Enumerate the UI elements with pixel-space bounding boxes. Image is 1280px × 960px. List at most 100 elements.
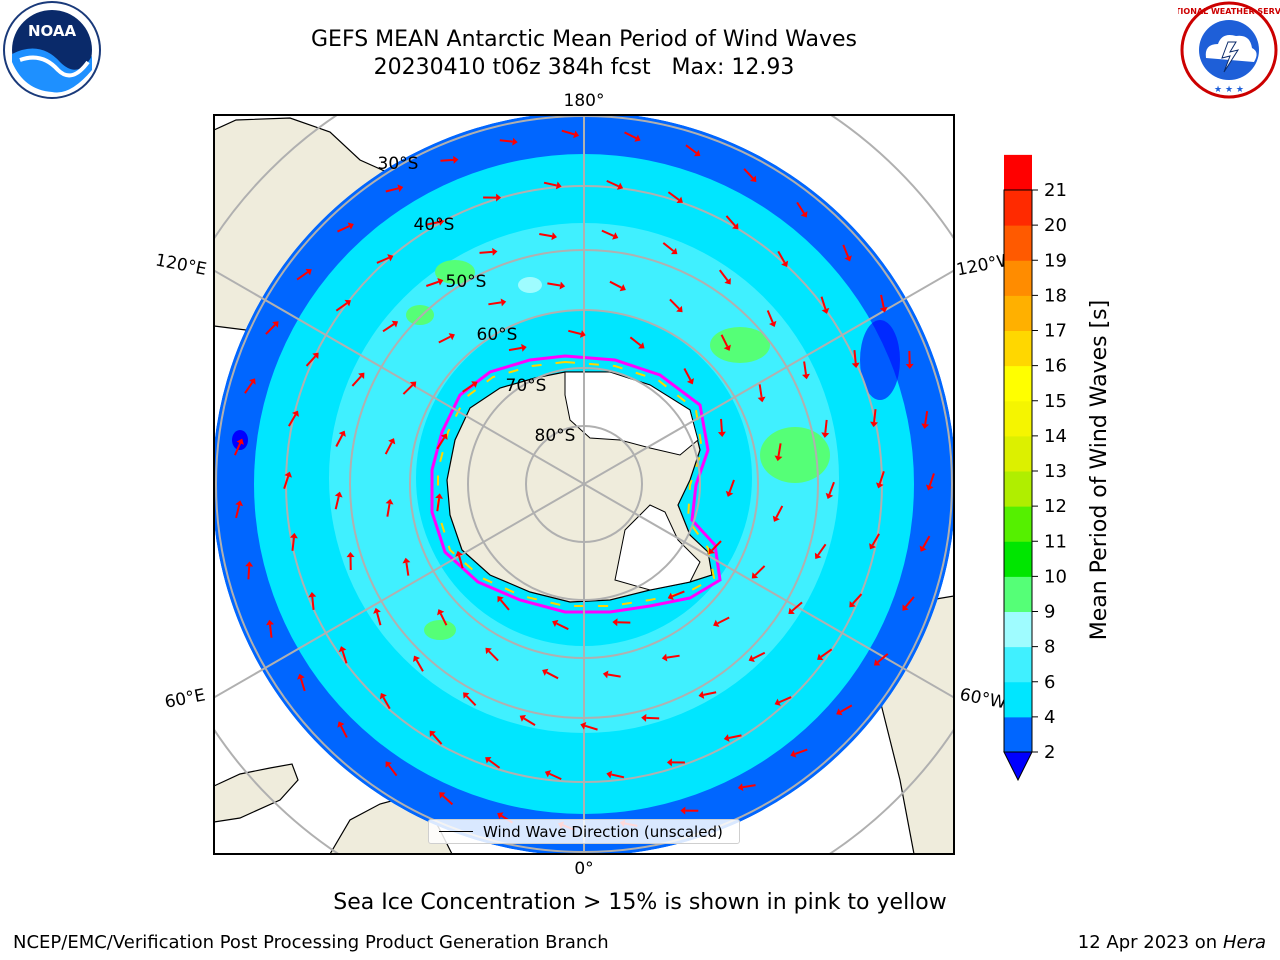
wind-wave-arrow-head [661,653,668,662]
wind-wave-arrow-head [851,362,860,369]
wave-period-patch [710,327,770,363]
colorbar-tick-label: 21 [1044,180,1067,201]
wind-wave-arrow-shaft [334,496,340,510]
wind-wave-arrow-shaft [803,361,807,375]
wind-wave-arrow-head [471,381,478,388]
wind-wave-arrow-head [284,471,293,478]
wind-wave-arrow-head [817,653,824,661]
wind-wave-arrow-shaft [402,384,414,395]
wind-wave-arrow-shaft [646,716,660,720]
wind-wave-arrow-head [769,320,777,328]
wind-wave-arrow-head [821,307,830,314]
wind-wave-arrow-head [724,278,731,285]
map-frame [213,114,955,855]
wind-wave-arrow-shaft [233,442,242,456]
wind-wave-arrow-head [391,320,399,328]
wind-wave-arrow-head [825,492,834,500]
wind-wave-arrow-shaft [758,384,763,398]
wind-wave-arrow-shaft [568,329,582,335]
wind-wave-arrow-shaft [426,221,440,226]
wind-wave-arrow-shaft [311,596,315,610]
wind-wave-arrow-head [497,596,504,603]
wind-wave-arrow-head [748,654,755,663]
wind-wave-arrow-shaft [488,650,499,662]
colorbar-tick-label: 8 [1044,637,1055,658]
wind-wave-arrow-head [497,812,504,820]
graticule [214,115,954,854]
wind-wave-arrow-head [308,591,317,598]
wind-wave-arrow-head [921,423,930,429]
wind-wave-arrow-head [844,255,852,262]
wind-wave-arrow-head [519,714,527,722]
colorbar-tick-label: 18 [1044,285,1067,306]
wind-wave-arrow-head [580,722,587,730]
colorbar-tick-label: 14 [1044,426,1067,447]
wind-wave-arrow-head [385,761,392,768]
wind-wave-arrow-head [334,491,343,498]
wind-wave-arrow-head [713,619,720,627]
wind-wave-arrow-head [573,130,580,139]
wind-wave-arrow-shaft [775,505,784,518]
wind-wave-arrow-shaft [842,244,850,258]
wind-wave-arrow-shaft [376,256,390,264]
wind-wave-arrow-shaft [584,724,598,731]
lon-label-0: 0° [574,859,593,879]
wind-wave-arrow-shaft [335,302,348,312]
colorbar-tick-label: 9 [1044,602,1055,623]
wind-wave-arrow-shaft [685,144,697,154]
wind-wave-arrow-head [266,619,274,626]
wind-wave-arrow-shaft [488,301,502,306]
legend-label: Wind Wave Direction (unscaled) [483,822,723,841]
wind-wave-arrow-head [435,493,444,499]
wind-wave-arrow-shaft [296,271,309,281]
wind-wave-arrow-head [717,431,726,437]
wind-wave-arrow-shaft [794,748,808,755]
wave-period-patch [424,620,456,640]
wind-wave-arrow-shaft [415,659,424,672]
footer-machine: Hera [1222,932,1266,953]
wind-wave-arrow-shaft [376,612,382,626]
colorbar-tick-label: 17 [1044,321,1067,342]
wind-wave-arrow-shaft [629,336,642,347]
wind-wave-arrow-head [344,299,351,307]
colorbar-tick-label: 16 [1044,356,1067,377]
wind-wave-arrow-shaft [666,654,680,659]
wind-wave-arrow-head [337,721,345,728]
wind-wave-arrow-shaft [766,310,774,323]
colorbar-tick-label: 4 [1044,707,1055,728]
wind-wave-arrow-shaft [718,269,729,282]
wind-wave-arrow-head [292,410,299,417]
colorbar-tick-label: 13 [1044,461,1067,482]
colorbar-title: Mean Period of Wind Waves [s] [1087,300,1112,640]
wind-wave-arrow-head [676,196,683,204]
colorbar-tick-label: 10 [1044,566,1067,587]
legend-line-icon [439,831,473,832]
wind-wave-arrow-head [437,277,444,286]
ross-ice-shelf [564,371,699,456]
wind-wave-arrow-head [448,333,455,341]
wind-wave-arrow-shaft [265,324,276,335]
wind-wave-arrow-shaft [436,437,446,450]
wind-wave-arrow-head [512,137,518,146]
wind-wave-arrow-shaft [523,717,536,727]
wind-wave-arrow-shaft [720,334,729,347]
wind-wave-arrow-head [612,618,618,627]
wind-wave-arrow-head [397,184,404,193]
wind-wave-arrow-shaft [671,590,685,598]
wind-wave-arrow-shaft [405,562,410,576]
wind-wave-arrow-shaft [606,179,619,188]
wind-wave-arrow-head [500,298,507,307]
wind-wave-arrow-shaft [561,129,575,136]
wind-wave-arrow-head [463,692,470,699]
wind-wave-arrow-head [737,783,744,792]
wind-wave-arrow-head [774,698,781,706]
wind-wave-arrow-shaft [382,323,395,333]
wind-wave-arrow-head [248,378,256,385]
wind-wave-arrow-head [338,646,347,653]
plot-title: GEFS MEAN Antarctic Mean Period of Wind … [184,26,984,82]
wind-wave-arrow-shaft [924,410,929,425]
wind-wave-arrow-head [670,247,678,255]
wind-wave-arrow-shaft [442,794,454,806]
wind-wave-arrow-shaft [543,181,557,187]
wind-wave-arrow-shaft [549,772,562,781]
